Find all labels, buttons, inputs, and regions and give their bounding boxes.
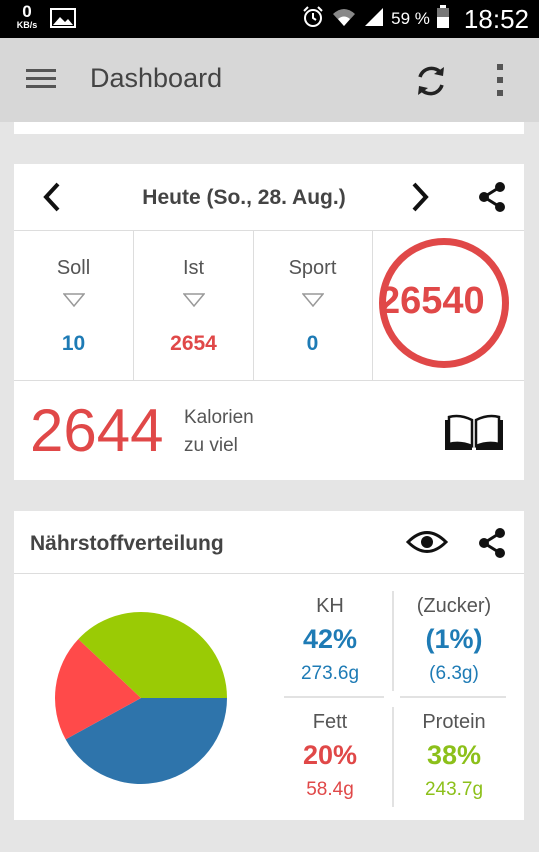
stat-label: Soll <box>56 257 91 279</box>
daily-summary-card: Heute (So., 28. Aug.) Soll 10 Ist 2654 S… <box>14 164 524 480</box>
calorie-balance-sublabel: zu viel <box>184 435 238 456</box>
macro-grams: 243.7g <box>424 779 484 800</box>
macro-grams: (6.3g) <box>429 663 479 684</box>
status-bar: 0 KB/s 59 % 18:52 <box>0 0 539 38</box>
ring-value: 26540 <box>379 280 485 322</box>
macro-name: KH <box>316 595 344 617</box>
pie-slice-protein <box>78 612 227 698</box>
nutrient-title: Nährstoffverteilung <box>30 532 224 555</box>
macro-pie-chart <box>55 612 227 784</box>
divider <box>392 591 394 691</box>
share-icon[interactable] <box>476 527 508 564</box>
macro-protein: Protein 38% 243.7g <box>399 711 509 801</box>
stat-value: 2654 <box>170 332 217 355</box>
divider <box>400 696 506 698</box>
eye-icon[interactable] <box>405 529 449 560</box>
book-icon[interactable] <box>443 414 505 459</box>
page-title: Dashboard <box>90 63 223 93</box>
wifi-icon <box>331 6 357 33</box>
macro-kh: KH 42% 273.6g <box>275 595 385 685</box>
battery-percent: 59 % <box>391 9 430 28</box>
macro-grams: 273.6g <box>300 663 360 684</box>
chevron-right-icon[interactable] <box>410 181 430 218</box>
partial-card <box>14 122 524 134</box>
nutrient-header: Nährstoffverteilung <box>14 511 524 574</box>
dropdown-triangle-icon <box>181 293 206 312</box>
share-icon[interactable] <box>476 181 508 218</box>
macro-percent: 42% <box>302 624 358 654</box>
chevron-left-icon[interactable] <box>42 181 62 218</box>
network-speed-value: 0 <box>22 2 32 21</box>
stat-label: Ist <box>182 257 205 279</box>
more-vert-icon[interactable] <box>496 64 504 101</box>
stat-value: 10 <box>61 332 86 355</box>
ring-circle <box>379 238 509 368</box>
macro-percent: 20% <box>302 740 358 770</box>
macro-percent: 38% <box>426 740 482 770</box>
network-speed-unit: KB/s <box>16 20 38 30</box>
network-speed: 0 KB/s <box>12 3 42 30</box>
calorie-balance: 2644 Kalorien zu viel <box>14 381 524 480</box>
macro-grams: 58.4g <box>306 779 354 800</box>
battery-icon <box>436 4 450 34</box>
stat-sport[interactable]: Sport 0 <box>253 230 373 380</box>
stat-ist[interactable]: Ist 2654 <box>134 230 254 380</box>
nutrient-card: Nährstoffverteilung KH 42% 273.6g (Zucke… <box>14 511 524 820</box>
calorie-ring: 26540 <box>373 230 524 380</box>
stat-soll[interactable]: Soll 10 <box>14 230 134 380</box>
refresh-icon[interactable] <box>413 63 449 104</box>
pie-slice-kh <box>65 698 227 784</box>
alarm-icon <box>301 5 325 34</box>
macro-name: Protein <box>422 711 486 733</box>
macro-name: (Zucker) <box>416 595 492 617</box>
divider <box>392 707 394 807</box>
image-notification-icon <box>50 8 76 33</box>
stat-label: Sport <box>288 257 337 279</box>
dropdown-triangle-icon <box>61 293 86 312</box>
macro-fett: Fett 20% 58.4g <box>275 711 385 801</box>
app-bar: Dashboard <box>0 38 539 122</box>
divider <box>284 696 384 698</box>
date-navigation: Heute (So., 28. Aug.) <box>14 164 524 231</box>
menu-icon[interactable] <box>26 68 56 95</box>
dropdown-triangle-icon <box>300 293 325 312</box>
calorie-balance-value: 2644 <box>30 397 164 464</box>
stat-value: 0 <box>306 332 319 355</box>
clock: 18:52 <box>463 3 529 34</box>
macro-percent: (1%) <box>425 624 483 654</box>
pie-slice-fett <box>55 639 141 740</box>
macro-zucker: (Zucker) (1%) (6.3g) <box>399 595 509 685</box>
signal-icon <box>363 6 385 33</box>
calorie-stats: Soll 10 Ist 2654 Sport 0 26540 <box>14 230 524 381</box>
date-label: Heute (So., 28. Aug.) <box>142 186 346 209</box>
calorie-balance-label: Kalorien <box>184 407 254 428</box>
macro-name: Fett <box>312 711 348 733</box>
